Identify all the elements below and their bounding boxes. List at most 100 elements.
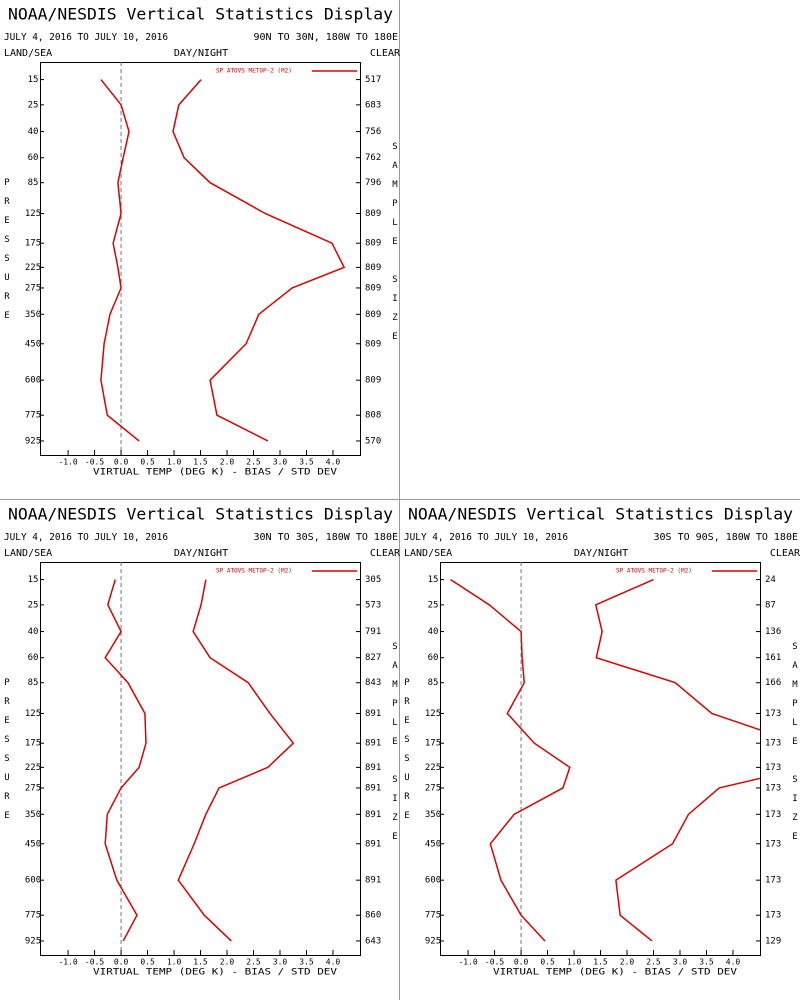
sample-size-label: 860 [365, 911, 381, 921]
y-axis-label: PRESSURE [2, 678, 12, 830]
sample-size-label: 891 [365, 876, 381, 886]
sample-size-label: 809 [365, 263, 381, 273]
x-tick-label: 2.0 [220, 958, 235, 967]
y-tick-label: 15 [28, 575, 39, 585]
x-tick-label: 3.5 [699, 958, 714, 967]
y-tick-label: 60 [28, 653, 39, 663]
x-axis-label: VIRTUAL TEMP (DEG K) - BIAS / STD DEV [93, 968, 338, 978]
sample-size-label: 891 [365, 763, 381, 773]
x-tick-label: -0.5 [85, 958, 104, 967]
region: 30S TO 90S, 180W TO 180E [654, 532, 799, 543]
legend-label: SP ATOVS METOP-2 (M2) [216, 68, 292, 75]
y-tick-label: 175 [425, 739, 441, 749]
sample-size-label: 173 [765, 810, 781, 820]
y-axis-label: PRESSURE [2, 178, 12, 330]
y-tick-label: 85 [28, 178, 39, 188]
sample-size-label: 791 [365, 627, 381, 637]
land-sea-label: LAND/SEA [4, 548, 52, 559]
sample-size-label: 161 [765, 653, 781, 663]
y-tick-label: 450 [425, 839, 441, 849]
panel: NOAA/NESDIS Vertical Statistics Display J… [4, 5, 401, 478]
sample-size-label: 173 [765, 783, 781, 793]
std-dev-line [177, 579, 295, 942]
x-tick-label: -1.0 [58, 458, 77, 467]
panel: NOAA/NESDIS Vertical Statistics Display J… [4, 505, 401, 978]
plot-frame [40, 62, 361, 456]
sample-size-label: 173 [765, 911, 781, 921]
std-dev-line [172, 79, 346, 442]
y-tick-label: 60 [428, 653, 439, 663]
y-tick-label: 225 [25, 763, 41, 773]
y2-axis-label: SAMPLE SIZE [390, 642, 400, 851]
y-tick-label: 775 [25, 911, 41, 921]
x-tick-label: 4.0 [726, 958, 741, 967]
sample-size-label: 87 [765, 600, 776, 610]
day-night-label: DAY/NIGHT [174, 48, 228, 59]
y-tick-label: 40 [428, 627, 439, 637]
bias-line [450, 578, 571, 942]
sample-size-label: 796 [365, 178, 381, 188]
y-tick-label: 15 [428, 575, 439, 585]
y-tick-label: 225 [425, 763, 441, 773]
x-tick-label: 1.5 [193, 458, 208, 467]
y-tick-label: 25 [28, 600, 39, 610]
sample-size-label: 136 [765, 627, 781, 637]
sample-size-label: 809 [365, 310, 381, 320]
sample-size-label: 173 [765, 763, 781, 773]
bias-line [104, 579, 147, 942]
sample-size-label: 517 [365, 75, 381, 85]
y-tick-label: 85 [428, 678, 439, 688]
x-tick-label: -0.5 [85, 458, 104, 467]
y-tick-label: 15 [28, 75, 39, 85]
x-tick-label: 2.0 [620, 958, 635, 967]
title: NOAA/NESDIS Vertical Statistics Display [8, 5, 393, 24]
day-night-label: DAY/NIGHT [574, 548, 628, 559]
subtitle: JULY 4, 2016 TO JULY 10, 2016 [4, 532, 168, 543]
x-tick-label: 4.0 [326, 958, 341, 967]
x-tick-label: 0.5 [540, 958, 555, 967]
sample-size-label: 809 [365, 339, 381, 349]
y-tick-label: 125 [425, 709, 441, 719]
x-tick-label: 0.5 [140, 958, 155, 967]
x-axis-label: VIRTUAL TEMP (DEG K) - BIAS / STD DEV [493, 968, 738, 978]
x-tick-label: 0.5 [140, 458, 155, 467]
y-tick-label: 275 [25, 283, 41, 293]
y-axis-label: PRESSURE [402, 678, 412, 830]
y2-axis-label: SAMPLE SIZE [390, 142, 400, 351]
std-dev-line [594, 578, 760, 942]
sample-size-label: 166 [765, 678, 781, 688]
sample-size-label: 173 [765, 876, 781, 886]
y-tick-label: 925 [425, 936, 441, 946]
land-sea-label: LAND/SEA [404, 548, 452, 559]
bias-line [100, 79, 140, 442]
sample-size-label: 756 [365, 127, 381, 137]
sample-size-label: 573 [365, 600, 381, 610]
y-tick-label: 775 [425, 911, 441, 921]
x-tick-label: 2.5 [646, 958, 661, 967]
x-tick-label: 2.5 [246, 458, 261, 467]
clear-label: CLEAR [370, 548, 401, 559]
x-tick-label: 3.5 [299, 458, 314, 467]
x-tick-label: 1.0 [167, 458, 182, 467]
sample-size-label: 827 [365, 653, 381, 663]
y-tick-label: 350 [25, 810, 41, 820]
panel: NOAA/NESDIS Vertical Statistics Display J… [404, 505, 800, 978]
y-tick-label: 60 [28, 153, 39, 163]
x-tick-label: 1.5 [193, 958, 208, 967]
y-tick-label: 450 [25, 839, 41, 849]
x-tick-label: 0.0 [114, 458, 129, 467]
y2-axis-label: SAMPLE SIZE [790, 642, 800, 851]
x-tick-label: 4.0 [326, 458, 341, 467]
y-tick-label: 175 [25, 739, 41, 749]
region: 30N TO 30S, 180W TO 180E [254, 532, 399, 543]
title: NOAA/NESDIS Vertical Statistics Display [8, 505, 393, 524]
x-tick-label: 0.0 [114, 958, 129, 967]
sample-size-label: 683 [365, 100, 381, 110]
sample-size-label: 24 [765, 575, 776, 585]
x-axis-label: VIRTUAL TEMP (DEG K) - BIAS / STD DEV [93, 468, 338, 478]
y-tick-label: 350 [25, 310, 41, 320]
sample-size-label: 173 [765, 839, 781, 849]
y-tick-label: 175 [25, 239, 41, 249]
sample-size-label: 129 [765, 936, 781, 946]
sample-size-label: 808 [365, 411, 381, 421]
